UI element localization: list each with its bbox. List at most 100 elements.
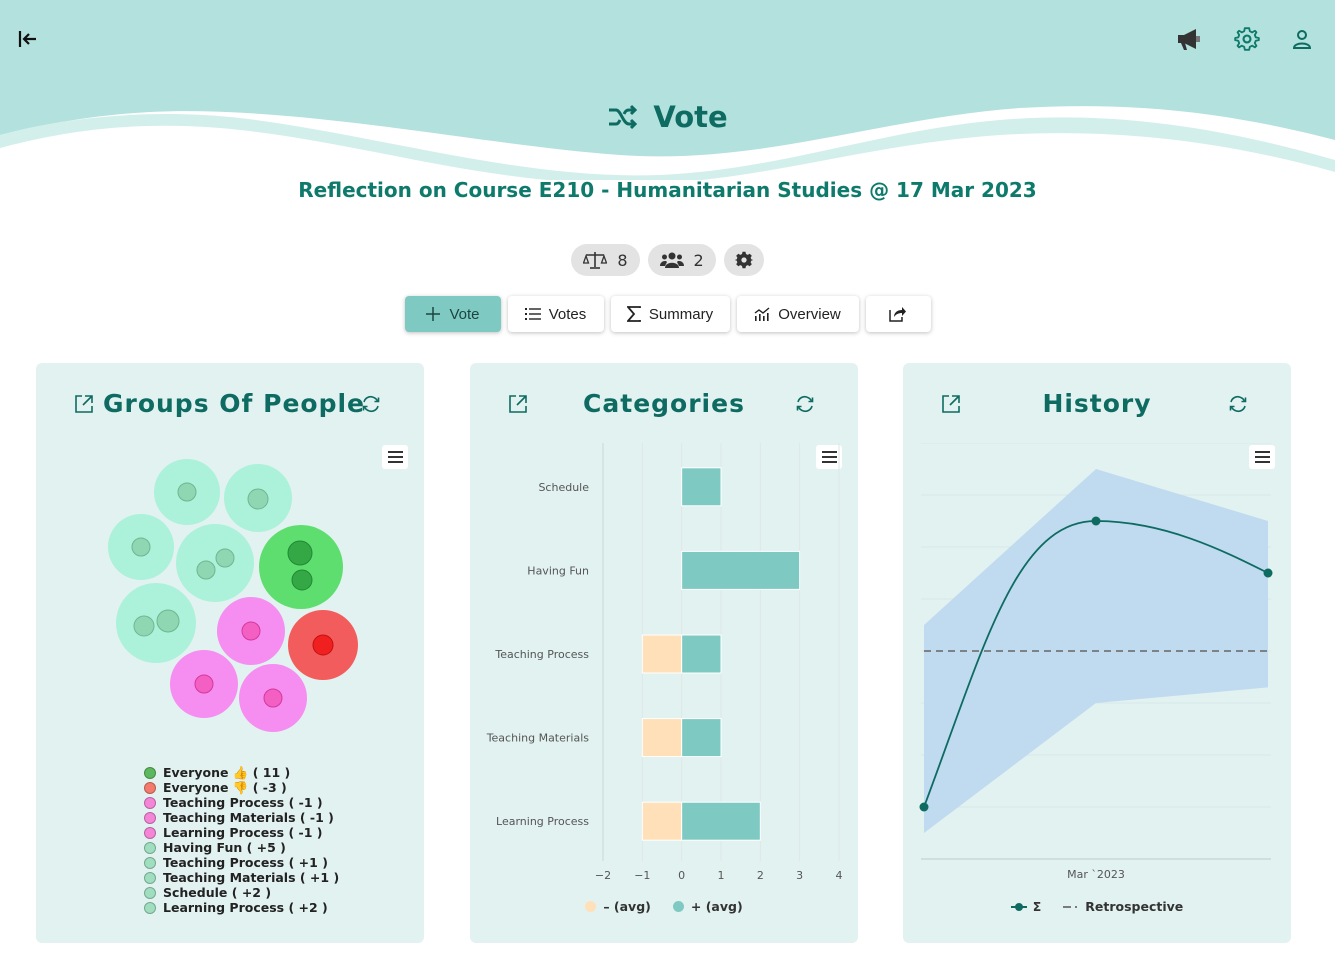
legend-sum-marker — [1010, 902, 1027, 911]
announcements-button[interactable] — [1174, 24, 1204, 54]
groups-bubble-chart — [108, 459, 358, 732]
user-icon — [1292, 30, 1312, 49]
gear-icon — [734, 251, 753, 269]
refresh-button[interactable] — [794, 393, 816, 419]
bar-positive — [681, 801, 761, 841]
bubble — [170, 650, 238, 718]
view-tabs: Vote Votes Summary Overview — [0, 296, 1335, 332]
chart-icon — [754, 307, 770, 321]
legend-retro-marker — [1063, 905, 1078, 908]
bubble — [217, 597, 285, 665]
bubble — [224, 464, 292, 532]
legend-item[interactable]: Everyone 👎 ( -3 ) — [144, 780, 339, 795]
legend-positive[interactable]: + (avg) — [672, 899, 743, 914]
legend-item[interactable]: Teaching Materials ( +1 ) — [144, 870, 339, 885]
legend-item[interactable]: Schedule ( +2 ) — [144, 885, 339, 900]
tab-vote-label: Vote — [449, 305, 480, 323]
open-external-button[interactable] — [940, 393, 962, 419]
bubble — [239, 664, 307, 732]
legend-retrospective[interactable]: Retrospective — [1063, 899, 1183, 914]
bar-positive — [681, 467, 722, 507]
legend-label: Teaching Materials ( -1 ) — [163, 810, 334, 825]
legend-item[interactable]: Teaching Process ( -1 ) — [144, 795, 339, 810]
legend-sum-label: Σ — [1032, 899, 1042, 914]
legend-negative-label: – (avg) — [603, 899, 651, 914]
x-tick-label: 3 — [796, 869, 803, 882]
bubble — [116, 583, 196, 663]
legend-label: Everyone 👎 ( -3 ) — [163, 780, 287, 795]
votes-count-pill[interactable]: 8 — [571, 244, 640, 276]
bubble — [154, 459, 220, 525]
header-wave — [0, 0, 1335, 180]
refresh-button[interactable] — [360, 393, 382, 419]
bubble — [176, 524, 254, 602]
external-link-icon — [509, 395, 527, 413]
bar-positive — [681, 634, 722, 674]
session-settings-pill[interactable] — [723, 244, 764, 276]
tab-vote[interactable]: Vote — [404, 296, 501, 332]
sum-point — [1263, 568, 1273, 578]
groups-legend: Everyone 👍 ( 11 ) Everyone 👎 ( -3 ) Teac… — [144, 765, 339, 915]
refresh-button[interactable] — [1227, 393, 1249, 419]
bubble — [108, 514, 174, 580]
settings-button[interactable] — [1232, 24, 1262, 54]
legend-label: Learning Process ( -1 ) — [163, 825, 323, 840]
external-link-icon — [75, 395, 93, 413]
legend-retro-label: Retrospective — [1085, 899, 1184, 914]
sum-point — [1091, 516, 1101, 526]
bubble-everyone-negative — [288, 610, 358, 680]
bar-negative — [641, 801, 683, 841]
tab-summary[interactable]: Summary — [610, 296, 730, 332]
sum-line — [923, 520, 1269, 808]
collapse-sidebar-button[interactable] — [13, 24, 43, 54]
legend-label: Teaching Process ( -1 ) — [163, 795, 323, 810]
categories-card-title: Categories — [583, 389, 745, 418]
tab-summary-label: Summary — [648, 305, 714, 323]
category-label: Teaching Materials — [486, 732, 590, 745]
sigma-icon — [626, 306, 641, 322]
legend-label: Teaching Materials ( +1 ) — [163, 870, 340, 885]
legend-item[interactable]: Learning Process ( -1 ) — [144, 825, 339, 840]
tab-votes[interactable]: Votes — [507, 296, 604, 332]
balance-scale-icon — [583, 252, 608, 269]
legend-sum[interactable]: Σ — [1010, 899, 1042, 914]
shuffle-icon — [609, 104, 638, 130]
participants-count-pill[interactable]: 2 — [647, 244, 716, 276]
legend-item[interactable]: Teaching Materials ( -1 ) — [144, 810, 339, 825]
header — [0, 0, 1335, 180]
page-title: Vote — [0, 100, 1335, 134]
legend-negative[interactable]: – (avg) — [585, 899, 651, 914]
chart-menu-button[interactable] — [816, 445, 842, 469]
groups-card: Groups Of People Everyone 👍 ( 11 ) Every… — [36, 363, 424, 943]
refresh-icon — [796, 395, 814, 413]
bar-positive — [681, 550, 801, 590]
history-card-title: History — [1042, 389, 1152, 418]
legend-label: Teaching Process ( +1 ) — [163, 855, 328, 870]
x-axis-label: Mar `2023 — [1067, 868, 1125, 881]
bubble-everyone-positive — [259, 525, 343, 609]
external-link-icon — [942, 395, 960, 413]
history-line-chart: Mar `2023 — [919, 443, 1273, 881]
bar-positive — [681, 718, 722, 758]
legend-item[interactable]: Teaching Process ( +1 ) — [144, 855, 339, 870]
chart-menu-button[interactable] — [382, 445, 408, 469]
refresh-icon — [362, 395, 380, 413]
sum-point — [919, 802, 929, 812]
legend-item[interactable]: Everyone 👍 ( 11 ) — [144, 765, 339, 780]
megaphone-icon — [1178, 29, 1200, 50]
legend-item[interactable]: Having Fun ( +5 ) — [144, 840, 339, 855]
tab-overview[interactable]: Overview — [736, 296, 859, 332]
x-tick-label: 4 — [836, 869, 843, 882]
legend-positive-label: + (avg) — [690, 899, 743, 914]
share-icon — [889, 307, 906, 322]
page-title-text: Vote — [653, 100, 728, 134]
profile-button[interactable] — [1287, 24, 1317, 54]
legend-item[interactable]: Learning Process ( +2 ) — [144, 900, 339, 915]
open-external-button[interactable] — [73, 393, 95, 419]
share-button[interactable] — [865, 296, 931, 332]
category-label: Teaching Process — [494, 648, 589, 661]
categories-card: Categories −2 −1 0 1 2 3 4 Schedule Having Fun Te… — [470, 363, 858, 943]
chart-menu-button[interactable] — [1249, 445, 1275, 469]
bar-negative — [641, 718, 683, 758]
open-external-button[interactable] — [507, 393, 529, 419]
